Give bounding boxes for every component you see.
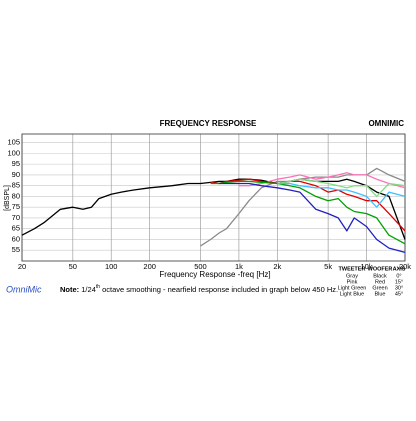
x-axis-label: Frequency Response -freq [Hz] <box>159 270 270 279</box>
y-tick-label: 75 <box>12 202 20 211</box>
legend-axis: 0° <box>396 273 401 279</box>
chart-title: FREQUENCY RESPONSE <box>160 119 257 128</box>
x-tick-label: 20 <box>18 262 26 271</box>
legend-entry: Black <box>373 273 387 279</box>
logo: OMNIMIC <box>368 119 404 128</box>
legend-entry: Light Green <box>338 285 367 291</box>
x-tick-label: 20k <box>399 262 411 271</box>
note: Note: 1/24th octave smoothing - nearfiel… <box>60 284 338 294</box>
legend-axis: 15° <box>395 279 403 285</box>
series-line <box>277 182 406 208</box>
y-axis-label: [dBSPL] <box>4 185 11 211</box>
legend-axis: 30° <box>395 285 403 291</box>
series-line <box>210 180 406 245</box>
x-tick-label: 500 <box>194 262 207 271</box>
series-line <box>219 182 406 254</box>
x-tick-label: 50 <box>69 262 77 271</box>
x-tick-label: 100 <box>105 262 118 271</box>
legend-entry: Red <box>375 279 385 285</box>
y-tick-label: 60 <box>12 234 20 243</box>
y-tick-label: 65 <box>12 224 20 233</box>
legend-axis: 45° <box>395 291 403 297</box>
series-line <box>277 178 406 198</box>
note-text: 1/24 <box>81 285 96 294</box>
y-tick-label: 85 <box>12 181 20 190</box>
y-tick-label: 70 <box>12 213 20 222</box>
note-text: octave smoothing - nearfield response in… <box>100 285 338 294</box>
legend-entry: Pink <box>347 279 358 285</box>
series-line <box>21 178 406 240</box>
legend-entry: Light Blue <box>340 291 364 297</box>
x-tick-label: 5k <box>324 262 332 271</box>
y-tick-label: 100 <box>7 148 20 157</box>
note-sup: th <box>96 284 100 290</box>
legend-entry: Gray <box>346 273 358 279</box>
legend-header: TWEETER <box>339 266 366 272</box>
x-tick-label: 2k <box>273 262 281 271</box>
legend-entry: Blue <box>374 291 385 297</box>
y-tick-label: 105 <box>7 138 20 147</box>
legend-header: AXIS <box>393 266 406 272</box>
series-line <box>210 178 406 232</box>
y-tick-label: 80 <box>12 191 20 200</box>
x-tick-label: 200 <box>143 262 156 271</box>
plot-frame <box>21 133 406 262</box>
x-tick-label: 1k <box>235 262 243 271</box>
y-tick-label: 90 <box>12 170 20 179</box>
x-tick-label: 10k <box>361 262 373 271</box>
legend-header: WOOFER <box>368 266 393 272</box>
y-tick-label: 55 <box>12 245 20 254</box>
note-label: Note: <box>60 285 79 294</box>
y-tick-label: 95 <box>12 159 20 168</box>
brand: OmniMic <box>6 284 42 294</box>
legend-entry: Green <box>372 285 387 291</box>
